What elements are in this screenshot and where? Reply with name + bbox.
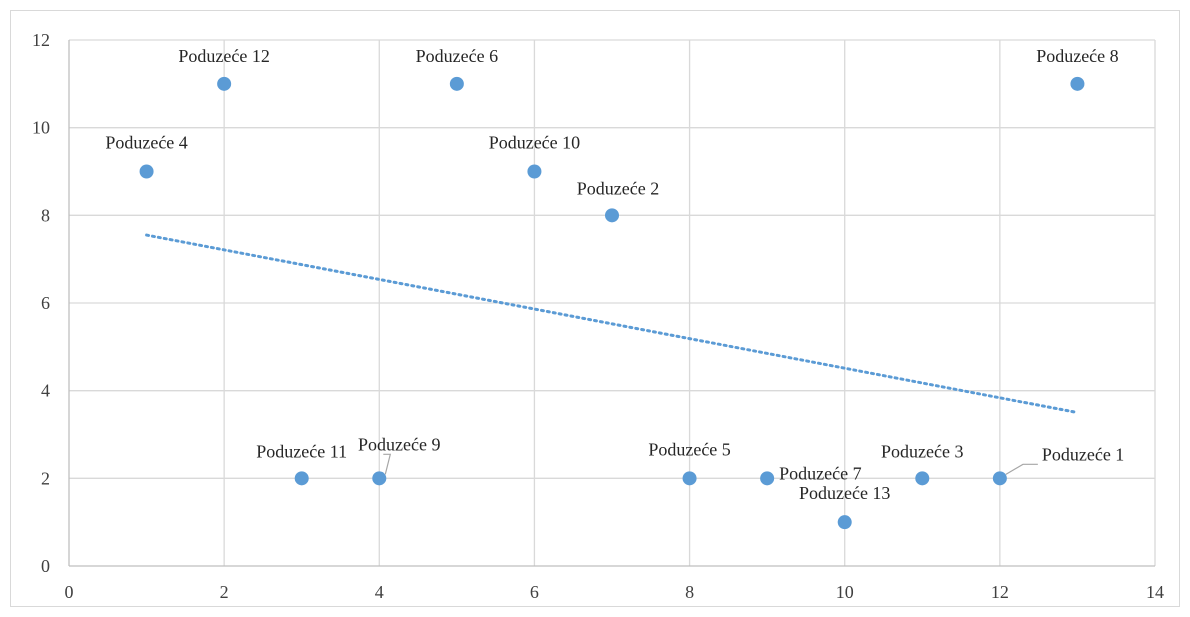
data-point-1 xyxy=(992,471,1007,486)
data-point-5 xyxy=(682,471,697,486)
trendline xyxy=(145,233,1079,415)
point-label-7: Poduzeće 7 xyxy=(779,463,861,483)
y-tick-label-0: 0 xyxy=(41,556,50,576)
data-point-13 xyxy=(837,515,852,530)
point-label-4: Poduzeće 4 xyxy=(105,133,187,153)
x-tick-label-5: 10 xyxy=(836,582,854,602)
y-tick-label-1: 2 xyxy=(41,468,50,488)
point-label-8: Poduzeće 8 xyxy=(1036,46,1118,66)
data-point-10 xyxy=(527,164,542,179)
point-label-5: Poduzeće 5 xyxy=(648,439,730,459)
data-point-8 xyxy=(1070,76,1085,91)
data-point-7 xyxy=(760,471,775,486)
point-label-3: Poduzeće 3 xyxy=(881,441,963,461)
point-label-1: Poduzeće 1 xyxy=(1042,444,1124,464)
chart-border xyxy=(10,10,1180,607)
data-point-12 xyxy=(217,76,232,91)
point-label-11: Poduzeće 11 xyxy=(256,441,347,461)
point-label-6: Poduzeće 6 xyxy=(416,46,498,66)
y-tick-label-6: 12 xyxy=(32,30,50,50)
label-leader-1 xyxy=(1005,463,1038,475)
data-point-2 xyxy=(605,208,619,223)
x-tick-label-7: 14 xyxy=(1146,582,1164,602)
point-label-12: Poduzeće 12 xyxy=(178,46,269,66)
x-tick-label-3: 6 xyxy=(530,582,539,602)
label-leader-9 xyxy=(383,453,392,475)
data-point-6 xyxy=(449,76,464,91)
point-label-9: Poduzeće 9 xyxy=(358,434,440,454)
x-tick-label-6: 12 xyxy=(991,582,1009,602)
y-tick-label-4: 8 xyxy=(41,205,50,225)
point-label-13: Poduzeće 13 xyxy=(799,483,890,503)
y-tick-label-3: 6 xyxy=(41,293,50,313)
data-point-9 xyxy=(372,471,387,486)
y-tick-label-2: 4 xyxy=(41,381,50,401)
data-point-4 xyxy=(139,164,154,179)
data-point-3 xyxy=(915,471,930,486)
x-tick-label-4: 8 xyxy=(685,582,694,602)
point-label-2: Poduzeće 2 xyxy=(577,178,659,198)
data-point-11 xyxy=(294,471,309,486)
y-tick-label-5: 10 xyxy=(32,118,50,138)
point-label-10: Poduzeće 10 xyxy=(489,133,580,153)
x-tick-label-1: 2 xyxy=(220,582,229,602)
x-tick-label-2: 4 xyxy=(375,582,384,602)
x-tick-label-0: 0 xyxy=(65,582,74,602)
